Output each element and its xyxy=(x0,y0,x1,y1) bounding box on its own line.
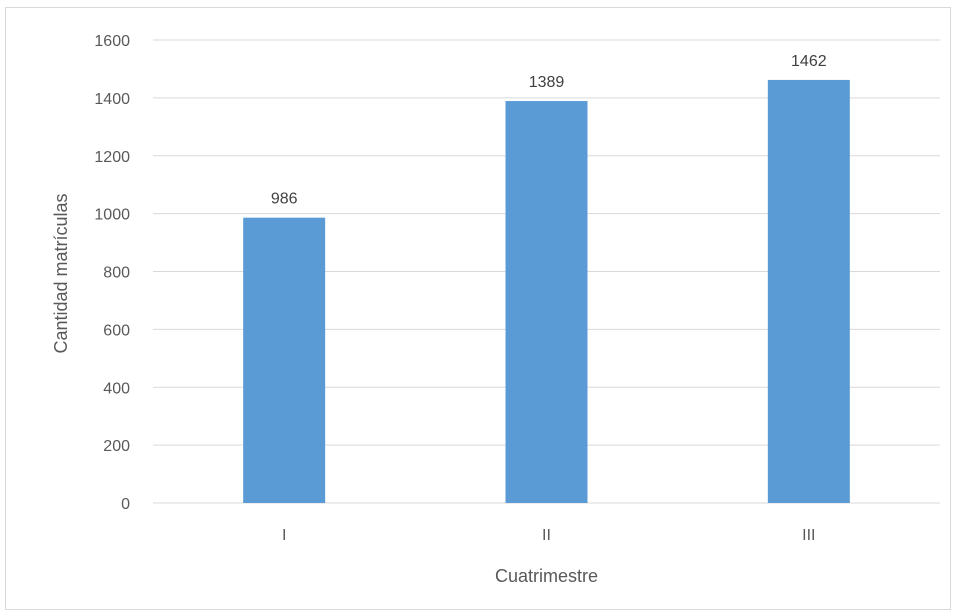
bar xyxy=(243,217,326,503)
y-tick-label: 200 xyxy=(103,438,130,455)
y-axis-title: Cantidad matrículas xyxy=(51,193,71,353)
bar xyxy=(505,101,588,503)
y-tick-label: 800 xyxy=(103,265,130,282)
data-labels: 986 1389 1462 xyxy=(271,53,827,208)
y-tick-label: 400 xyxy=(103,380,130,397)
data-label: 1389 xyxy=(529,74,565,91)
y-tick-labels: 0 200 400 600 800 1000 1200 1400 1600 xyxy=(94,33,130,513)
bar xyxy=(767,79,850,503)
data-label: 1462 xyxy=(791,53,827,70)
bars xyxy=(243,79,850,503)
y-tick-label: 1200 xyxy=(94,149,130,166)
y-tick-label: 1000 xyxy=(94,207,130,224)
y-tick-label: 1400 xyxy=(94,91,130,108)
x-tick-label: III xyxy=(802,527,815,544)
x-tick-labels: I II III xyxy=(282,527,816,544)
y-tick-label: 600 xyxy=(103,322,130,339)
x-tick-label: II xyxy=(542,527,551,544)
y-tick-label: 1600 xyxy=(94,33,130,50)
x-axis-title: Cuatrimestre xyxy=(495,566,598,586)
y-tick-label: 0 xyxy=(121,496,130,513)
data-label: 986 xyxy=(271,191,298,208)
x-tick-label: I xyxy=(282,527,286,544)
